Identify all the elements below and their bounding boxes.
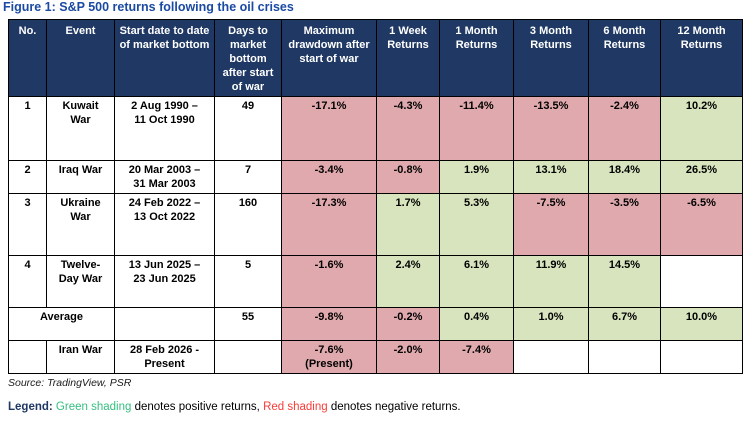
legend-red-text: Red shading <box>263 401 328 413</box>
legend-red-desc: denotes negative returns. <box>327 401 461 413</box>
table-cell: 1.9% <box>439 160 514 194</box>
table-cell: Ukraine War <box>46 193 115 256</box>
legend-green-desc: denotes positive returns, <box>131 401 264 413</box>
table-cell: 5.3% <box>439 193 514 256</box>
table-cell: Iraq War <box>46 160 115 194</box>
returns-table: No. Event Start date to date of market bot… <box>8 19 743 374</box>
table-cell: -7.6% (Present) <box>281 340 377 374</box>
row-iran-war: Iran War 28 Feb 2026 - Present -7.6% (Pres… <box>8 340 743 374</box>
table-cell: -17.1% <box>281 96 377 161</box>
table-cell: Average <box>8 307 115 341</box>
column-header: 12 Month Returns <box>660 19 743 97</box>
table-cell: Iran War <box>46 340 115 374</box>
table-cell: -2.0% <box>376 340 440 374</box>
column-header: Start date to date of market bottom <box>114 19 215 97</box>
table-cell: -7.5% <box>513 193 589 256</box>
table-cell: 160 <box>214 193 282 256</box>
table-cell: 2 Aug 1990 – 11 Oct 1990 <box>114 96 215 161</box>
table-cell: 1.0% <box>513 307 589 341</box>
table-cell: Kuwait War <box>46 96 115 161</box>
table-cell: 6.1% <box>439 255 514 308</box>
table-cell: -6.5% <box>660 193 743 256</box>
header-row: No. Event Start date to date of market bot… <box>8 19 743 97</box>
table-cell <box>8 340 47 374</box>
row-iraq-war: 2 Iraq War 20 Mar 2003 – 31 Mar 2003 7 -3.4%… <box>8 160 743 194</box>
row-ukraine-war: 3 Ukraine War 24 Feb 2022 – 13 Oct 2022 160… <box>8 193 743 256</box>
legend: Legend: Green shading denotes positive r… <box>8 401 461 413</box>
table-cell <box>114 307 215 341</box>
table-cell: 1 <box>8 96 47 161</box>
table-cell: 4 <box>8 255 47 308</box>
table-cell: 2 <box>8 160 47 194</box>
table-cell <box>214 340 282 374</box>
table-cell: -0.8% <box>376 160 440 194</box>
table-cell: 55 <box>214 307 282 341</box>
row-twelve-day-war: 4 Twelve- Day War 13 Jun 2025 – 23 Jun 202… <box>8 255 743 308</box>
table-cell: 26.5% <box>660 160 743 194</box>
table-cell: 24 Feb 2022 – 13 Oct 2022 <box>114 193 215 256</box>
table-cell: 10.2% <box>660 96 743 161</box>
column-header: Event <box>46 19 115 97</box>
table-cell: -1.6% <box>281 255 377 308</box>
column-header: 3 Month Returns <box>513 19 589 97</box>
table-cell <box>513 340 589 374</box>
table-cell: -17.3% <box>281 193 377 256</box>
table-cell <box>588 340 661 374</box>
table-cell <box>660 255 743 308</box>
table-cell: 10.0% <box>660 307 743 341</box>
table-cell: -7.4% <box>439 340 514 374</box>
table-cell: -13.5% <box>513 96 589 161</box>
table-cell: Twelve- Day War <box>46 255 115 308</box>
table-cell: -2.4% <box>588 96 661 161</box>
source-note: Source: TradingView, PSR <box>8 377 132 389</box>
table-cell: 13 Jun 2025 – 23 Jun 2025 <box>114 255 215 308</box>
table-cell: 49 <box>214 96 282 161</box>
column-header: Maximum drawdown after start of war <box>281 19 377 97</box>
table-cell: -3.5% <box>588 193 661 256</box>
table-cell: 20 Mar 2003 – 31 Mar 2003 <box>114 160 215 194</box>
column-header: 6 Month Returns <box>588 19 661 97</box>
table-cell: 3 <box>8 193 47 256</box>
table-cell: -3.4% <box>281 160 377 194</box>
column-header: No. <box>8 19 47 97</box>
table-cell: -11.4% <box>439 96 514 161</box>
row-average: Average 55 -9.8% -0.2% 0.4% 1.0% 6.7% 10.0% <box>8 307 743 341</box>
table-cell: 6.7% <box>588 307 661 341</box>
table-cell: 28 Feb 2026 - Present <box>114 340 215 374</box>
column-header: Days to market bottom after start of war <box>214 19 282 97</box>
table-cell: -9.8% <box>281 307 377 341</box>
legend-label: Legend: <box>8 401 53 413</box>
figure-title: Figure 1: S&P 500 returns following the … <box>3 0 294 14</box>
table-cell: 11.9% <box>513 255 589 308</box>
column-header: 1 Week Returns <box>376 19 440 97</box>
table-cell: -0.2% <box>376 307 440 341</box>
table-cell <box>660 340 743 374</box>
table-cell: 14.5% <box>588 255 661 308</box>
table-cell: 0.4% <box>439 307 514 341</box>
table-cell: 18.4% <box>588 160 661 194</box>
table-cell: 7 <box>214 160 282 194</box>
table-cell: 5 <box>214 255 282 308</box>
table-cell: -4.3% <box>376 96 440 161</box>
table-cell: 1.7% <box>376 193 440 256</box>
table-cell: 13.1% <box>513 160 589 194</box>
table-cell: 2.4% <box>376 255 440 308</box>
row-kuwait-war: 1 Kuwait War 2 Aug 1990 – 11 Oct 1990 49 -17… <box>8 96 743 161</box>
column-header: 1 Month Returns <box>439 19 514 97</box>
legend-green-text: Green shading <box>52 401 132 413</box>
